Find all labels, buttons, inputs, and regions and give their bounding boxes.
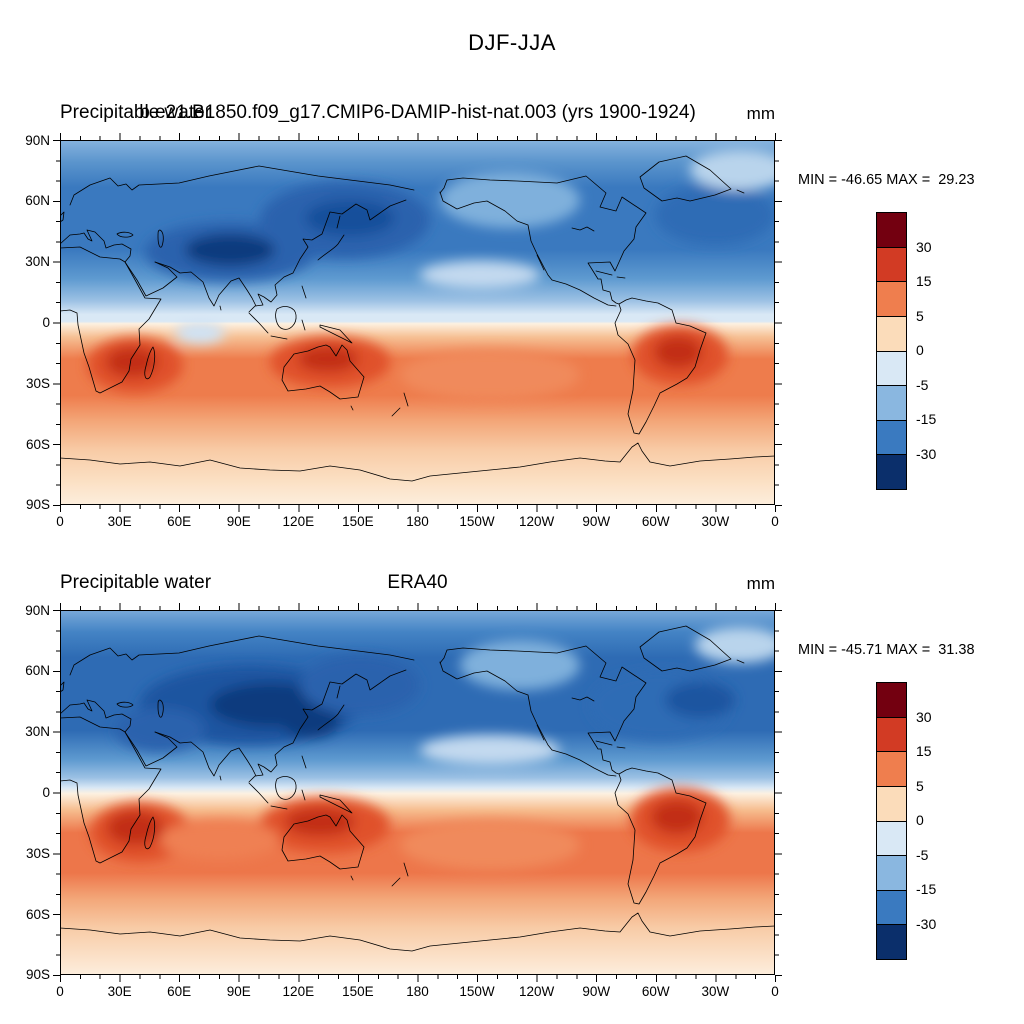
minmax-label: MIN = -46.65 MAX = 29.23 — [798, 172, 975, 188]
map-plot-era40 — [60, 610, 775, 975]
y-axis-labels: 90N 60N 30N 0 30S 60S 90S — [25, 132, 50, 513]
colorbar-box — [877, 213, 906, 247]
colorbar-boxes — [876, 212, 907, 490]
colorbar-box — [877, 855, 906, 890]
colorbar: 30 15 5 0 -5 -15 -30 — [876, 682, 1006, 962]
colorbar-box — [877, 785, 906, 821]
map-plot-model — [60, 140, 775, 505]
colorbar-labels: 30 15 5 0 -5 -15 -30 — [916, 708, 937, 932]
left-axis-ticks — [53, 140, 60, 506]
top-axis-ticks — [60, 133, 776, 140]
colorbar-box — [877, 246, 906, 282]
bottom-axis-ticks — [60, 505, 776, 512]
colorbar-box — [877, 924, 906, 959]
map-border — [60, 610, 775, 975]
colorbar-box — [877, 350, 906, 386]
right-axis-ticks — [775, 140, 782, 506]
panel-left-title: Precipitable water — [60, 572, 212, 593]
colorbar: 30 15 5 0 -5 -15 -30 — [876, 212, 1006, 492]
y-axis-labels: 90N 60N 30N 0 30S 60S 90S — [25, 602, 50, 983]
bottom-axis-ticks — [60, 975, 776, 982]
panel-units-label: mm — [746, 104, 775, 123]
left-axis-ticks — [53, 610, 60, 976]
colorbar-box — [877, 385, 906, 420]
panel-center-title: b.e21.B1850.f09_g17.CMIP6-DAMIP-hist-nat… — [139, 102, 696, 123]
panel-era40: ERA40 Precipitable water mm — [0, 572, 1024, 1024]
panel-title-row: b.e21.B1850.f09_g17.CMIP6-DAMIP-hist-nat… — [60, 102, 775, 128]
colorbar-box — [877, 419, 906, 455]
x-axis-labels: 0 30E 60E 90E 120E 150E 180 150W 120W 90W 60W 30W 0 — [56, 984, 779, 999]
map-model — [60, 140, 775, 505]
top-axis-ticks — [60, 603, 776, 610]
contour-fill-background — [60, 140, 775, 505]
map-border — [60, 140, 775, 505]
panel-left-title: Precipitable water — [60, 102, 212, 123]
right-axis-ticks — [775, 610, 782, 976]
colorbar-box — [877, 820, 906, 856]
minmax-label: MIN = -45.71 MAX = 31.38 — [798, 642, 975, 658]
panel-title-row: ERA40 Precipitable water mm — [60, 572, 775, 598]
colorbar-boxes — [876, 682, 907, 960]
colorbar-box — [877, 454, 906, 489]
map-era40 — [60, 610, 775, 975]
colorbar-box — [877, 315, 906, 351]
x-axis-labels: 0 30E 60E 90E 120E 150E 180 150W 120W 90W 60W 30W 0 — [56, 514, 779, 529]
colorbar-box — [877, 716, 906, 752]
contour-anomaly-blobs — [90, 627, 775, 870]
colorbar-box — [877, 751, 906, 786]
panel-model: b.e21.B1850.f09_g17.CMIP6-DAMIP-hist-nat… — [0, 102, 1024, 562]
contour-anomaly-blobs — [87, 150, 775, 400]
colorbar-box — [877, 281, 906, 316]
colorbar-labels: 30 15 5 0 -5 -15 -30 — [916, 238, 937, 462]
colorbar-box — [877, 683, 906, 717]
figure-title: DJF-JJA — [468, 30, 556, 55]
panel-units-label: mm — [746, 574, 775, 593]
colorbar-box — [877, 889, 906, 925]
panel-center-title: ERA40 — [387, 572, 448, 593]
